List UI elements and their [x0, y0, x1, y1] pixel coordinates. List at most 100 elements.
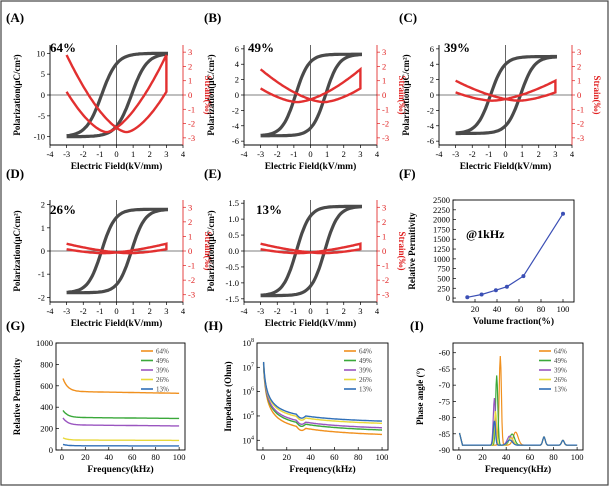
y-tick-label: 6	[430, 44, 434, 54]
y-tick-label: -6	[232, 136, 239, 146]
series-line	[62, 409, 180, 420]
y-tick-label: 200	[40, 424, 53, 434]
y-axis-label: Polarization(μC/cm²)	[401, 54, 411, 135]
y-tick-label: 1000	[36, 338, 53, 348]
legend-entry: 39%	[359, 367, 372, 375]
legend-entry: 39%	[554, 367, 567, 375]
x-tick-label: -2	[274, 149, 281, 159]
y-tick-label: 1000	[433, 254, 450, 264]
y2-tick-label: 2	[382, 61, 386, 71]
legend-entry: 64%	[156, 348, 169, 356]
y-tick-label: -80	[439, 413, 450, 423]
y-tick-label: 4	[430, 59, 435, 69]
x-tick-label: 0	[114, 149, 118, 159]
legend-entry: 49%	[554, 357, 567, 365]
y-tick-label: -1.0	[226, 278, 239, 288]
y-tick-label: 0	[41, 90, 45, 100]
series-line	[458, 420, 578, 446]
y-tick-label: 0	[41, 246, 45, 256]
x-tick-label: -3	[257, 306, 264, 316]
y-tick-label: 2	[41, 200, 45, 210]
panel-a: (A) 64% -4 -3 -2 -1 0 1 2 3 4-10-50510-3-2-10123…	[6, 10, 213, 172]
x-tick-label: -1	[290, 306, 297, 316]
panel-f: (F) @1kHz 20 40 60 80 1000250500750100012501…	[399, 166, 575, 327]
y-tick-exponent: 7	[251, 362, 254, 368]
x-tick-label: 80	[354, 452, 363, 462]
y-tick-label: 6	[235, 44, 239, 54]
y-axis-label: Relative Permitivity	[407, 212, 417, 290]
polarization-loop	[455, 54, 557, 136]
y2-tick-label: 1	[382, 76, 386, 86]
x-tick-label: -1	[96, 149, 103, 159]
x-tick-label: -4	[240, 306, 248, 316]
strain-butterfly	[66, 242, 168, 255]
x-tick-label: 0	[261, 452, 265, 462]
x-tick-label: 4	[375, 306, 380, 316]
y2-tick-label: -3	[577, 133, 584, 143]
x-tick-label: 4	[375, 149, 380, 159]
legend-entry: 64%	[359, 348, 372, 356]
y-axis-label: Relative Permitivity	[12, 357, 22, 435]
panel-f-note: @1kHz	[466, 227, 505, 241]
x-tick-label: 60	[515, 304, 524, 314]
x-tick-label: -3	[257, 149, 264, 159]
y-tick-label: -75	[439, 396, 450, 406]
y2-tick-label: -2	[577, 119, 584, 129]
series-line	[458, 411, 578, 446]
data-point	[521, 274, 526, 279]
y-tick-label: -2	[232, 105, 239, 115]
x-tick-label: 80	[549, 452, 558, 462]
x-tick-label: 80	[537, 304, 546, 314]
x-tick-label: 20	[81, 452, 90, 462]
y-tick-label: 600	[40, 381, 53, 391]
legend-entry: 13%	[554, 386, 567, 394]
x-tick-label: 2	[148, 306, 152, 316]
y-axis-label: Polarization(μC/cm²)	[12, 54, 22, 135]
y-tick-label: -85	[439, 429, 450, 439]
series-line	[262, 361, 382, 422]
y2-tick-label: -2	[382, 275, 389, 285]
y-tick-label: 2500	[433, 195, 450, 205]
panel-e-fraction: 13%	[256, 202, 282, 217]
y2-axis-label: Strain(‰)	[397, 76, 407, 115]
y-tick-label: -2	[38, 292, 45, 302]
y-tick-label: 2	[430, 75, 434, 85]
x-tick-label: 80	[151, 452, 160, 462]
legend-entry: 26%	[554, 376, 567, 384]
y2-tick-label: -3	[382, 290, 389, 300]
x-tick-label: -2	[274, 306, 281, 316]
plot-frame	[452, 199, 575, 303]
x-tick-label: -4	[240, 149, 248, 159]
panel-label-d: (D)	[6, 166, 24, 181]
y-tick-label: 400	[40, 402, 53, 412]
y2-tick-label: 1	[188, 231, 192, 241]
panel-label-b: (B)	[204, 10, 221, 25]
panel-label-g: (G)	[6, 318, 25, 333]
panel-h: (H) 0 20 40 60 80 100 Frequency(kHz) 104 105 106 1…	[204, 318, 389, 475]
y-tick-label: 0.5	[228, 230, 239, 240]
y2-tick-label: 3	[577, 47, 581, 57]
x-tick-label: 1	[325, 149, 329, 159]
y-axis-label: Polarization(μC/cm²)	[206, 210, 216, 291]
y-tick-label: 0.0	[228, 246, 239, 256]
data-point	[504, 284, 509, 289]
y-tick-label: -6	[427, 136, 434, 146]
panel-c-fraction: 39%	[444, 40, 470, 55]
x-tick-label: 100	[376, 452, 389, 462]
x-tick-label: 40	[502, 452, 511, 462]
y2-tick-label: -1	[188, 261, 195, 271]
x-tick-label: 20	[478, 452, 487, 462]
y-axis-label: Polarization(μC/cm²)	[206, 54, 216, 135]
y2-tick-label: 0	[188, 90, 192, 100]
y-tick-label: -1	[38, 269, 45, 279]
x-tick-label: -1	[96, 306, 103, 316]
x-tick-label: 60	[330, 452, 339, 462]
x-tick-label: 3	[553, 149, 557, 159]
x-tick-label: -3	[452, 149, 459, 159]
y2-tick-label: -3	[188, 133, 195, 143]
legend-entry: 64%	[554, 348, 567, 356]
legend-entry: 13%	[359, 386, 372, 394]
y2-tick-label: -1	[577, 104, 584, 114]
x-tick-label: 0	[114, 306, 118, 316]
y2-tick-label: 3	[382, 47, 386, 57]
